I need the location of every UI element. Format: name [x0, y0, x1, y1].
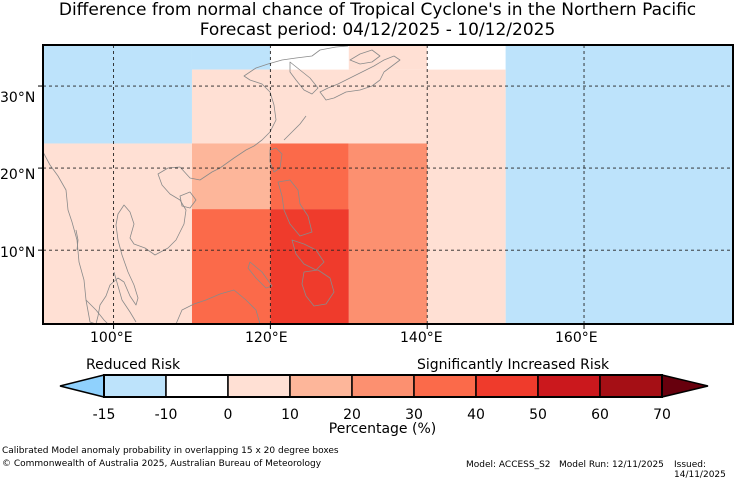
risk-cell-7: [270, 69, 428, 144]
colorbar-segment-3: [289, 374, 353, 398]
malay-peninsula: [113, 271, 137, 323]
colorbar: [59, 374, 709, 398]
risk-cell-3: [348, 45, 428, 70]
cbar-tick-30: 30: [405, 407, 423, 423]
colorbar-under-arrow: [59, 374, 105, 398]
risk-cell-13: [348, 143, 428, 324]
cbar-tick-m15: -15: [92, 407, 116, 423]
risk-cell-9: [43, 143, 114, 324]
cbar-tick-20: 20: [343, 407, 361, 423]
cbar-tick-m10: -10: [154, 407, 178, 423]
colorbar-segment-2: [227, 374, 291, 398]
footer-description: Calibrated Model anomaly probability in …: [2, 446, 339, 456]
colorbar-over-arrow: [661, 374, 709, 398]
cbar-tick-10: 10: [281, 407, 299, 423]
colorbar-label: Percentage (%): [328, 421, 437, 437]
colorbar-segment-4: [351, 374, 415, 398]
mainland-coastline: [43, 45, 349, 324]
hokkaido-coastline: [349, 49, 381, 65]
colorbar-segment-6: [475, 374, 539, 398]
x-tick-120e: 120°E: [245, 330, 288, 346]
increased-risk-label: Significantly Increased Risk: [417, 357, 610, 373]
colorbar-segment-8: [599, 374, 663, 398]
risk-cell-4: [427, 45, 506, 70]
korea-coastline: [289, 61, 319, 95]
luzon-coastline: [277, 179, 313, 237]
x-tick-140e: 140°E: [400, 330, 443, 346]
sumatra-coastline: [85, 299, 109, 324]
map-title-line2: Forecast period: 04/12/2025 - 10/12/2025: [199, 20, 556, 40]
footer-issued: Issued: 14/11/2025: [674, 460, 726, 480]
map-title-line1: Difference from normal chance of Tropica…: [58, 0, 697, 20]
colorbar-segment-7: [537, 374, 601, 398]
cbar-tick-70: 70: [653, 407, 671, 423]
palawan-coastline: [247, 261, 273, 289]
hainan-coastline: [179, 191, 197, 209]
y-tick-10n: 10°N: [0, 245, 36, 261]
risk-cell-5: [505, 45, 733, 324]
cyclone-risk-map: [38, 44, 734, 329]
colorbar-segment-1: [165, 374, 229, 398]
footer-model-run: Model Run: 12/11/2025: [559, 460, 664, 470]
cbar-tick-60: 60: [591, 407, 609, 423]
risk-cell-12: [270, 143, 349, 210]
risk-cell-6: [191, 69, 271, 144]
risk-cell-14: [191, 209, 271, 324]
visayas-coastline: [291, 239, 325, 271]
y-tick-30n: 30°N: [0, 90, 36, 106]
risk-cell-0: [43, 45, 192, 144]
colorbar-segment-0: [103, 374, 167, 398]
cbar-tick-40: 40: [467, 407, 485, 423]
colorbar-segment-5: [413, 374, 477, 398]
risk-cell-2: [270, 45, 349, 70]
footer-model: Model: ACCESS_S2: [466, 460, 551, 470]
cbar-tick-50: 50: [529, 407, 547, 423]
risk-cell-8: [427, 69, 506, 324]
x-tick-160e: 160°E: [555, 330, 598, 346]
y-tick-20n: 20°N: [0, 167, 36, 183]
footer-copyright: © Commonwealth of Australia 2025, Austra…: [2, 459, 322, 469]
andaman-islands: [75, 229, 79, 251]
mindanao-coastline: [301, 269, 335, 307]
cbar-tick-0: 0: [223, 407, 233, 423]
ryukyu-islands: [283, 115, 307, 141]
reduced-risk-label: Reduced Risk: [86, 357, 181, 373]
borneo-coastline: [175, 289, 261, 324]
risk-cell-1: [191, 45, 271, 70]
x-tick-100e: 100°E: [90, 330, 133, 346]
japan-coastline: [319, 55, 401, 101]
